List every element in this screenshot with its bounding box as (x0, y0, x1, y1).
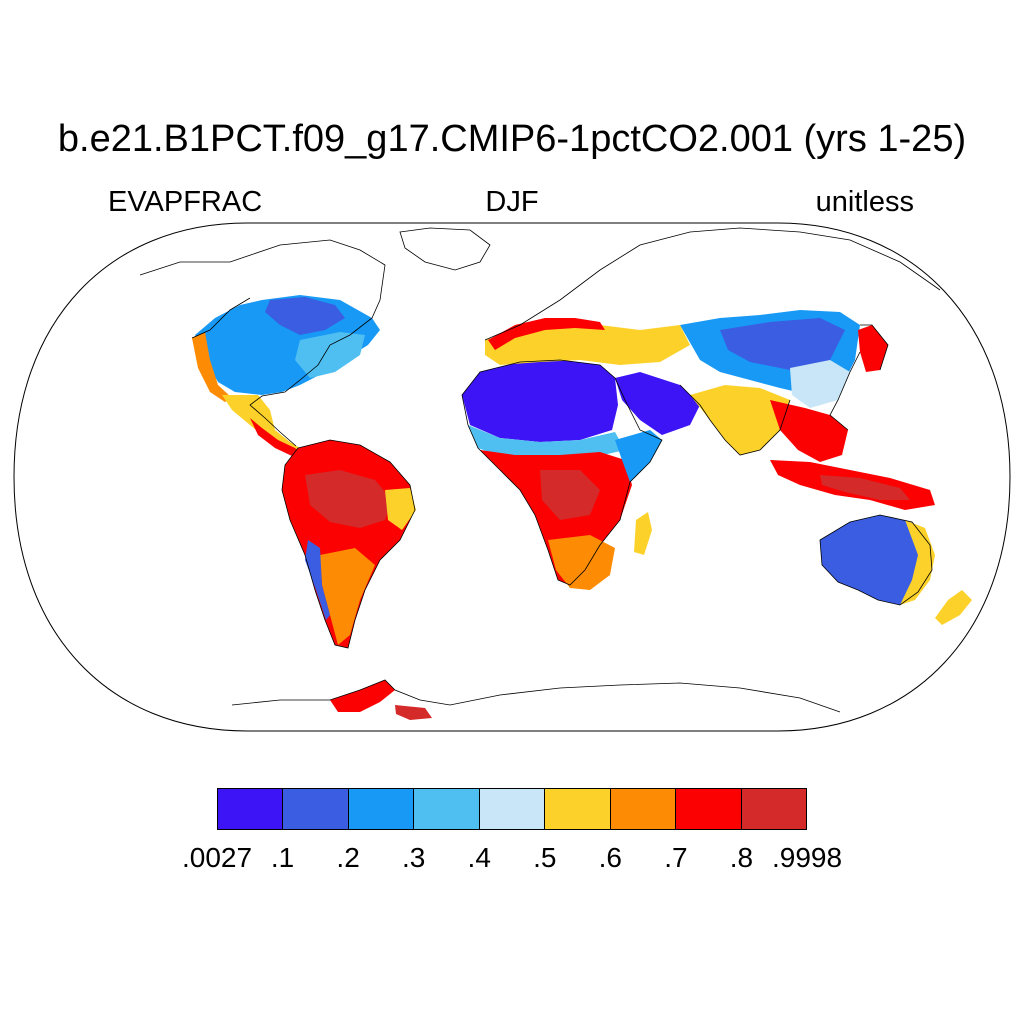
plot-title: b.e21.B1PCT.f09_g17.CMIP6-1pctCO2.001 (y… (57, 118, 967, 160)
east-africa (615, 430, 662, 482)
colorbar-label: .4 (467, 842, 491, 873)
mexico-central-america (222, 395, 300, 455)
colorbar-label: .2 (336, 842, 360, 873)
mediterranean-band (485, 325, 690, 365)
japan-korea (858, 325, 888, 372)
china-east (790, 360, 850, 408)
new-zealand (935, 590, 972, 625)
coastline-australia (819, 514, 933, 606)
madagascar (634, 512, 652, 555)
coastline-europe-asia (484, 227, 941, 456)
colorbar-swatch-1 (283, 789, 349, 829)
arabia-field (615, 372, 700, 435)
colorbar (217, 788, 807, 830)
colorbar-label: .8 (729, 842, 754, 873)
central-america-coast (250, 418, 300, 456)
colorbar-labels: .0027 .1 .2 .3 .4 .5 .6 .7 .8 .9998 (182, 842, 842, 882)
colorbar-label: .9998 (771, 842, 843, 873)
antarctic-coast-fragments (395, 705, 432, 720)
colorbar-swatch-0 (218, 789, 284, 829)
units-label: unitless (815, 186, 914, 218)
colorbar-boxes (217, 788, 807, 830)
colorbar-label: .0027 (181, 842, 253, 873)
sahel-band (468, 425, 625, 460)
colorbar-label: .3 (401, 842, 426, 873)
coastline-south-america (281, 439, 416, 649)
colorbar-swatch-5 (545, 789, 611, 829)
land-fields (192, 295, 972, 720)
australia-east (900, 520, 935, 605)
variable-name: EVAPFRAC (108, 186, 263, 218)
colorbar-label: .6 (598, 842, 623, 873)
colorbar-swatch-8 (741, 789, 806, 829)
coastlines (139, 227, 941, 713)
india-field (690, 385, 790, 455)
colorbar-label: .7 (664, 842, 688, 873)
atacama-dry (305, 540, 330, 620)
coastline-greenland (399, 227, 491, 271)
antarctic-peninsula (330, 680, 395, 712)
southern-africa (548, 535, 615, 590)
colorbar-swatch-6 (610, 789, 677, 829)
colorbar-label: .1 (270, 842, 295, 873)
north-america-north (265, 297, 345, 335)
season-label: DJF (485, 186, 539, 218)
south-america-south (320, 548, 375, 645)
coastline-north-america (139, 239, 386, 447)
coastline-antarctica (231, 679, 841, 713)
northeast-brazil (385, 488, 416, 530)
north-america-east (295, 332, 365, 378)
colorbar-swatch-2 (348, 789, 415, 829)
central-asia-dry (720, 318, 845, 370)
colorbar-swatch-3 (414, 789, 480, 829)
north-america-west-coast (192, 332, 232, 402)
southeast-asia (770, 400, 848, 462)
coastline-africa (461, 359, 663, 586)
australia-field (820, 515, 932, 605)
congo-core (540, 470, 600, 520)
colorbar-label: .5 (533, 842, 557, 873)
colorbar-swatch-4 (479, 789, 546, 829)
amazon-core (305, 470, 392, 528)
sahara-field (462, 360, 618, 442)
map-border (13, 222, 1011, 732)
indonesia-core (820, 475, 910, 500)
colorbar-swatch-7 (676, 789, 742, 829)
